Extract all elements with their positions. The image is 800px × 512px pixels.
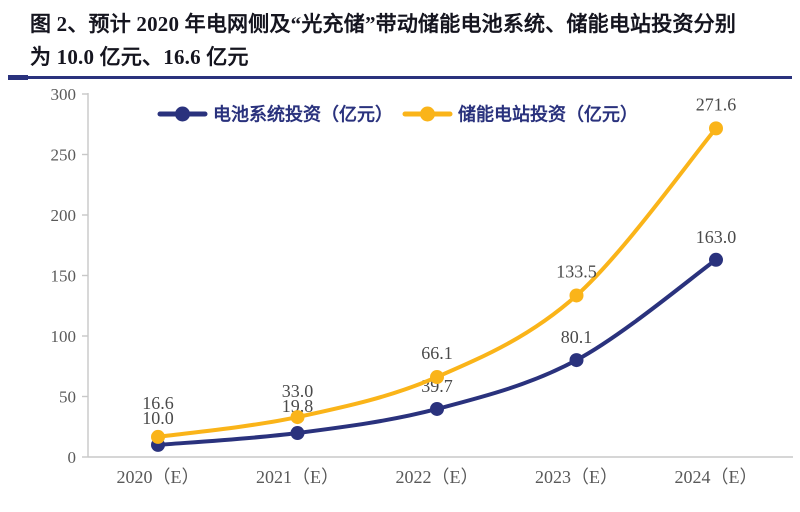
data-point-storage-station-2 <box>430 370 444 385</box>
data-point-storage-station-4 <box>709 121 723 136</box>
data-point-battery-system-3 <box>569 353 584 368</box>
figure-title-line1: 图 2、预计 2020 年电网侧及“光充储”带动储能电池系统、储能电站投资分别 <box>30 12 737 36</box>
value-label-storage-station-4: 271.6 <box>696 94 737 114</box>
line-chart: 0 50 100 150 200 250 300 2020（E） 2021（E） 2022（E） 2… <box>51 85 793 487</box>
legend-label-storage-station: 储能电站投资（亿元） <box>457 104 638 125</box>
y-tick-label: 50 <box>59 388 76 407</box>
y-tick-label: 100 <box>51 327 77 346</box>
y-tick-label: 300 <box>51 85 77 104</box>
legend-swatch-marker-storage-station <box>420 106 435 122</box>
x-axis-label: 2022（E） <box>396 467 479 487</box>
y-tick-label: 150 <box>51 267 77 286</box>
figure-title: 图 2、预计 2020 年电网侧及“光充储”带动储能电池系统、储能电站投资分别 … <box>30 8 775 74</box>
value-label-battery-system-1: 19.8 <box>282 396 314 416</box>
data-point-storage-station-1 <box>290 410 305 425</box>
x-axis-label: 2020（E） <box>117 467 200 487</box>
value-label-storage-station-1: 33.0 <box>282 381 314 401</box>
data-point-battery-system-2 <box>430 401 444 416</box>
value-label-storage-station-0: 16.6 <box>142 393 174 413</box>
title-underline <box>8 75 792 80</box>
y-tick-label: 200 <box>51 206 77 225</box>
data-point-battery-system-4 <box>709 252 723 267</box>
legend-swatch-marker-battery-system <box>175 106 190 122</box>
data-point-storage-station-3 <box>569 288 584 303</box>
y-tick-label: 0 <box>68 448 77 467</box>
value-label-storage-station-2: 66.1 <box>421 343 453 363</box>
underline-accent <box>8 75 28 80</box>
value-label-storage-station-3: 133.5 <box>556 261 597 281</box>
x-axis-label: 2024（E） <box>675 467 758 487</box>
y-tick-label: 250 <box>51 146 77 165</box>
legend-label-battery-system: 电池系统投资（亿元） <box>213 104 393 125</box>
data-point-storage-station-0 <box>151 429 165 444</box>
x-axis-label: 2021（E） <box>256 467 339 487</box>
data-point-battery-system-1 <box>290 426 305 441</box>
value-label-battery-system-0: 10.0 <box>142 408 174 428</box>
chart-area: 0 50 100 150 200 250 300 2020（E） 2021（E） 2022（E） 2… <box>0 85 800 512</box>
value-label-battery-system-4: 163.0 <box>696 227 737 247</box>
x-axis-label: 2023（E） <box>535 467 618 487</box>
figure-title-line2: 为 10.0 亿元、16.6 亿元 <box>30 45 249 69</box>
value-label-battery-system-3: 80.1 <box>561 327 593 347</box>
